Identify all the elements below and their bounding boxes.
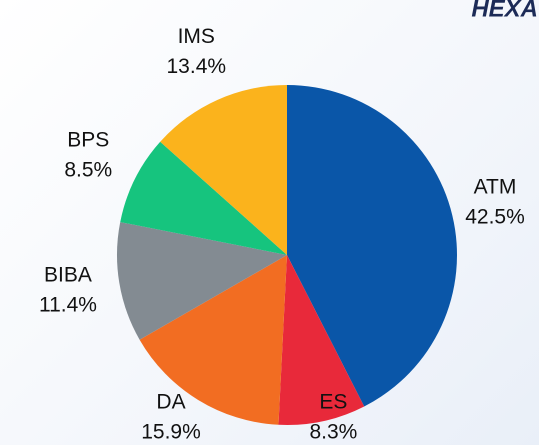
chart-title: HEXA bbox=[471, 0, 538, 22]
slice-value-label: 13.4% bbox=[167, 55, 227, 78]
slice-value-label: 11.4% bbox=[39, 294, 97, 317]
pie-slice bbox=[160, 85, 287, 255]
pie-slice bbox=[139, 255, 287, 425]
slice-label: IMS bbox=[178, 25, 215, 48]
pie-slice bbox=[120, 141, 287, 255]
slice-label: ES bbox=[319, 391, 347, 414]
slice-value-label: 42.5% bbox=[465, 206, 525, 229]
pie-slice bbox=[278, 255, 365, 426]
pie-slice bbox=[117, 222, 287, 340]
slice-value-label: 8.3% bbox=[309, 421, 357, 444]
slice-label: BPS bbox=[67, 129, 109, 152]
slice-label: BIBA bbox=[44, 264, 92, 287]
slice-label: ATM bbox=[474, 176, 517, 199]
slice-label: DA bbox=[156, 391, 185, 414]
slice-value-label: 8.5% bbox=[64, 159, 112, 182]
pie-slice bbox=[287, 85, 458, 407]
slice-value-label: 15.9% bbox=[141, 421, 201, 444]
